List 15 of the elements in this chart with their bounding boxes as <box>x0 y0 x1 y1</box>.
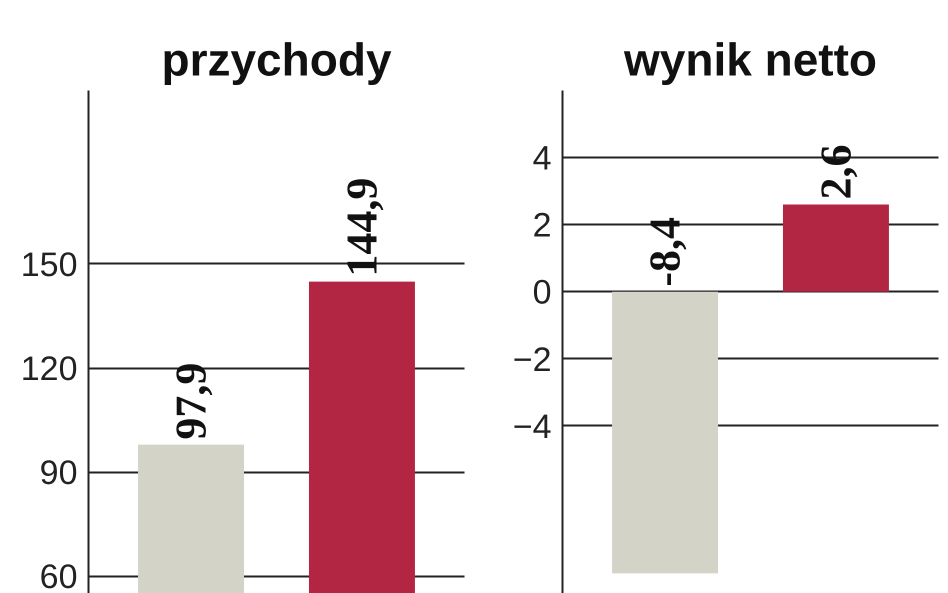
data-label: 97,9 <box>166 362 216 440</box>
y-tick-label: 60 <box>40 558 78 593</box>
data-label: -8,4 <box>640 217 690 287</box>
y-tick-label: 150 <box>20 246 78 284</box>
data-label: 144,9 <box>337 178 386 277</box>
chart-title: wynik netto <box>622 34 878 86</box>
y-tick-label: 2 <box>532 206 552 245</box>
y-tick-label: −4 <box>512 408 552 446</box>
y-tick-label: 90 <box>40 454 78 492</box>
y-tick-label: 4 <box>532 140 552 178</box>
y-tick-label: −2 <box>512 340 552 379</box>
chart-title: przychody <box>161 34 392 86</box>
y-tick-label: 0 <box>532 274 552 312</box>
data-label: 2,6 <box>811 144 860 200</box>
y-tick-label: 120 <box>20 350 78 388</box>
